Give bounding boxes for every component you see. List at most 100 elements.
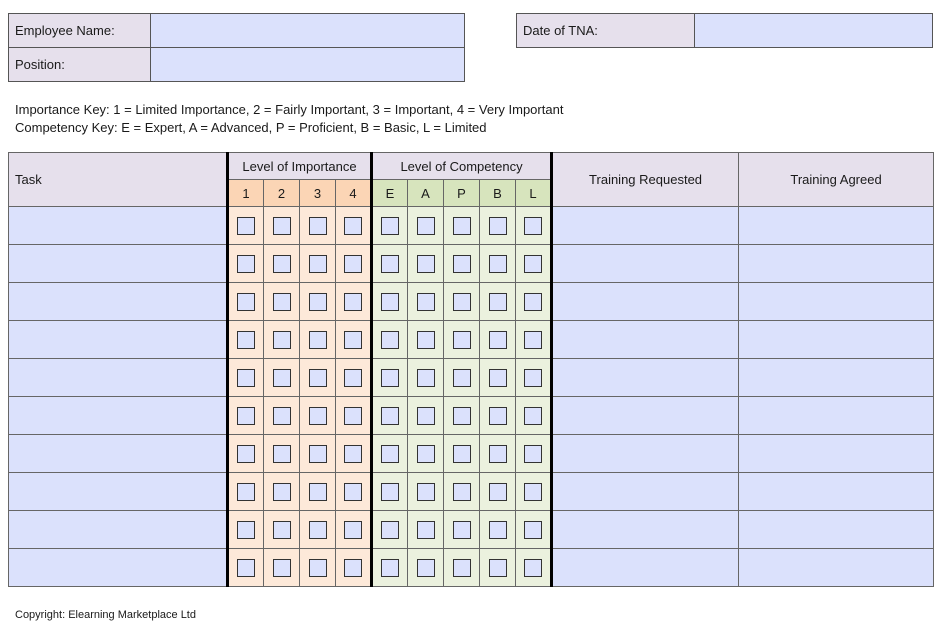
competency-l-checkbox[interactable] xyxy=(524,520,543,539)
training-agreed-cell[interactable] xyxy=(738,358,935,397)
importance-2-checkbox[interactable] xyxy=(272,254,291,273)
importance-2-checkbox[interactable] xyxy=(272,558,291,577)
importance-1-checkbox[interactable] xyxy=(237,520,255,539)
training-agreed-cell[interactable] xyxy=(738,510,935,549)
importance-3-checkbox[interactable] xyxy=(308,330,327,349)
competency-p-checkbox[interactable] xyxy=(452,444,471,463)
competency-l-checkbox[interactable] xyxy=(524,292,543,311)
importance-3-checkbox[interactable] xyxy=(308,216,327,235)
training-agreed-cell[interactable] xyxy=(738,472,935,511)
importance-4-checkbox[interactable] xyxy=(344,330,362,349)
competency-e-checkbox[interactable] xyxy=(381,254,399,273)
training-agreed-cell[interactable] xyxy=(738,396,935,435)
competency-p-checkbox[interactable] xyxy=(452,406,471,425)
competency-b-checkbox[interactable] xyxy=(488,520,507,539)
competency-e-checkbox[interactable] xyxy=(381,216,399,235)
competency-b-checkbox[interactable] xyxy=(488,254,507,273)
competency-p-checkbox[interactable] xyxy=(452,558,471,577)
competency-e-checkbox[interactable] xyxy=(381,520,399,539)
competency-a-checkbox[interactable] xyxy=(416,254,435,273)
competency-l-checkbox[interactable] xyxy=(524,216,543,235)
competency-l-checkbox[interactable] xyxy=(524,330,543,349)
training-requested-cell[interactable] xyxy=(551,206,740,245)
training-agreed-cell[interactable] xyxy=(738,206,935,245)
importance-2-checkbox[interactable] xyxy=(272,482,291,501)
competency-a-checkbox[interactable] xyxy=(416,406,435,425)
competency-p-checkbox[interactable] xyxy=(452,482,471,501)
competency-a-checkbox[interactable] xyxy=(416,368,435,387)
competency-l-checkbox[interactable] xyxy=(524,482,543,501)
competency-p-checkbox[interactable] xyxy=(452,254,471,273)
competency-l-checkbox[interactable] xyxy=(524,254,543,273)
training-agreed-cell[interactable] xyxy=(738,244,935,283)
competency-a-checkbox[interactable] xyxy=(416,558,435,577)
importance-2-checkbox[interactable] xyxy=(272,368,291,387)
importance-1-checkbox[interactable] xyxy=(237,254,255,273)
competency-p-checkbox[interactable] xyxy=(452,330,471,349)
position-field[interactable] xyxy=(150,47,465,82)
training-requested-cell[interactable] xyxy=(551,320,740,359)
competency-l-checkbox[interactable] xyxy=(524,444,543,463)
competency-b-checkbox[interactable] xyxy=(488,406,507,425)
competency-p-checkbox[interactable] xyxy=(452,368,471,387)
importance-4-checkbox[interactable] xyxy=(344,406,362,425)
importance-4-checkbox[interactable] xyxy=(344,444,362,463)
training-requested-cell[interactable] xyxy=(551,358,740,397)
competency-b-checkbox[interactable] xyxy=(488,482,507,501)
competency-l-checkbox[interactable] xyxy=(524,368,543,387)
task-cell[interactable] xyxy=(8,244,229,283)
training-requested-cell[interactable] xyxy=(551,396,740,435)
importance-2-checkbox[interactable] xyxy=(272,406,291,425)
competency-e-checkbox[interactable] xyxy=(381,558,399,577)
training-agreed-cell[interactable] xyxy=(738,434,935,473)
training-agreed-cell[interactable] xyxy=(738,320,935,359)
date-of-tna-field[interactable] xyxy=(694,13,933,48)
training-requested-cell[interactable] xyxy=(551,282,740,321)
importance-3-checkbox[interactable] xyxy=(308,406,327,425)
competency-a-checkbox[interactable] xyxy=(416,292,435,311)
training-requested-cell[interactable] xyxy=(551,434,740,473)
importance-1-checkbox[interactable] xyxy=(237,558,255,577)
task-cell[interactable] xyxy=(8,206,229,245)
importance-4-checkbox[interactable] xyxy=(344,520,362,539)
competency-e-checkbox[interactable] xyxy=(381,482,399,501)
competency-b-checkbox[interactable] xyxy=(488,292,507,311)
task-cell[interactable] xyxy=(8,548,229,587)
importance-1-checkbox[interactable] xyxy=(237,482,255,501)
task-cell[interactable] xyxy=(8,358,229,397)
importance-2-checkbox[interactable] xyxy=(272,444,291,463)
competency-p-checkbox[interactable] xyxy=(452,520,471,539)
importance-2-checkbox[interactable] xyxy=(272,520,291,539)
competency-e-checkbox[interactable] xyxy=(381,406,399,425)
importance-2-checkbox[interactable] xyxy=(272,292,291,311)
importance-4-checkbox[interactable] xyxy=(344,482,362,501)
importance-4-checkbox[interactable] xyxy=(344,292,362,311)
training-requested-cell[interactable] xyxy=(551,472,740,511)
importance-3-checkbox[interactable] xyxy=(308,292,327,311)
task-cell[interactable] xyxy=(8,396,229,435)
importance-2-checkbox[interactable] xyxy=(272,216,291,235)
importance-4-checkbox[interactable] xyxy=(344,368,362,387)
task-cell[interactable] xyxy=(8,320,229,359)
competency-l-checkbox[interactable] xyxy=(524,406,543,425)
importance-1-checkbox[interactable] xyxy=(237,406,255,425)
training-requested-cell[interactable] xyxy=(551,548,740,587)
competency-a-checkbox[interactable] xyxy=(416,482,435,501)
importance-3-checkbox[interactable] xyxy=(308,444,327,463)
importance-3-checkbox[interactable] xyxy=(308,368,327,387)
competency-e-checkbox[interactable] xyxy=(381,330,399,349)
task-cell[interactable] xyxy=(8,510,229,549)
competency-a-checkbox[interactable] xyxy=(416,216,435,235)
training-requested-cell[interactable] xyxy=(551,244,740,283)
competency-l-checkbox[interactable] xyxy=(524,558,543,577)
importance-1-checkbox[interactable] xyxy=(237,330,255,349)
importance-2-checkbox[interactable] xyxy=(272,330,291,349)
task-cell[interactable] xyxy=(8,472,229,511)
importance-1-checkbox[interactable] xyxy=(237,368,255,387)
competency-b-checkbox[interactable] xyxy=(488,368,507,387)
competency-p-checkbox[interactable] xyxy=(452,216,471,235)
competency-b-checkbox[interactable] xyxy=(488,216,507,235)
competency-e-checkbox[interactable] xyxy=(381,444,399,463)
competency-e-checkbox[interactable] xyxy=(381,292,399,311)
employee-name-field[interactable] xyxy=(150,13,465,48)
